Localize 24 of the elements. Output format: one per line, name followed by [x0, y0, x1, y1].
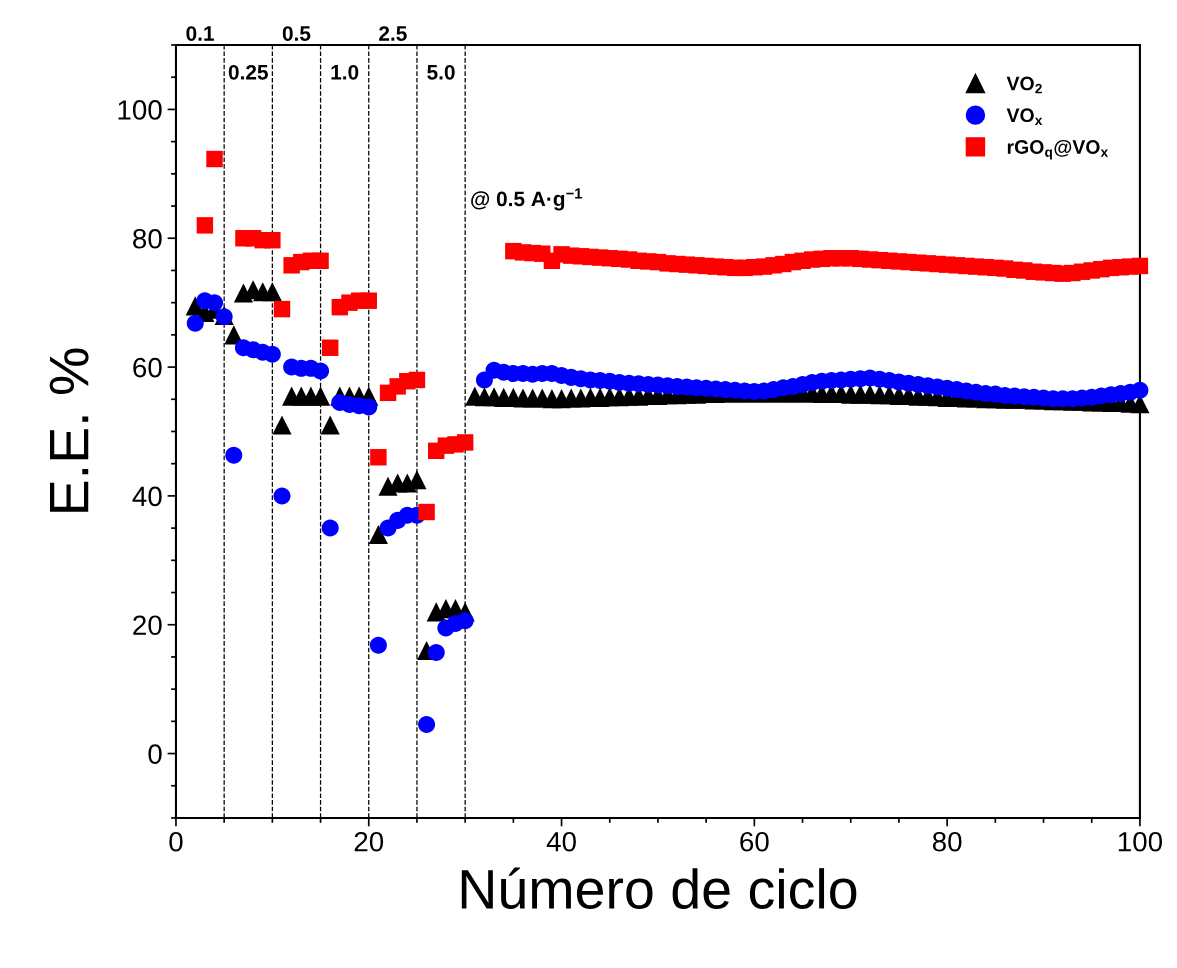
legend-label: rGO$_{q}$@VO$_{x}$ [1007, 139, 1109, 160]
text: 2.5 [379, 26, 407, 41]
x-axis-title: Número de ciclo [461, 867, 857, 909]
x-tick-label: 40 [546, 831, 576, 852]
x-tick-label: 60 [740, 831, 769, 852]
y-tick-label: 20 [133, 615, 162, 636]
y-tick-label: 0 [148, 744, 162, 764]
x-tick-label: 0 [169, 831, 183, 852]
y-tick-label: 40 [132, 486, 162, 507]
x-tick-label: 80 [932, 831, 962, 852]
y-tick-label: 60 [133, 357, 162, 378]
legend-label: VO$_{x}$ [1006, 108, 1043, 125]
legend-label: VO$_{2}$ [1006, 76, 1042, 94]
annotation: 5.0 [427, 64, 455, 80]
y-tick-label: 80 [133, 228, 162, 249]
y-tick-label: 100 [118, 100, 162, 120]
annotation: 0.25 [228, 64, 268, 80]
text: 0.5 [282, 26, 311, 41]
x-tick-label: 100 [1118, 831, 1163, 852]
annotation: 1.0 [331, 64, 359, 80]
text: 0.1 [186, 26, 214, 41]
annotation: @ 0.5 A·g$^{−1}$ [471, 188, 582, 211]
y-axis-title: E.E. % [49, 348, 89, 512]
x-tick-label: 20 [354, 831, 384, 852]
